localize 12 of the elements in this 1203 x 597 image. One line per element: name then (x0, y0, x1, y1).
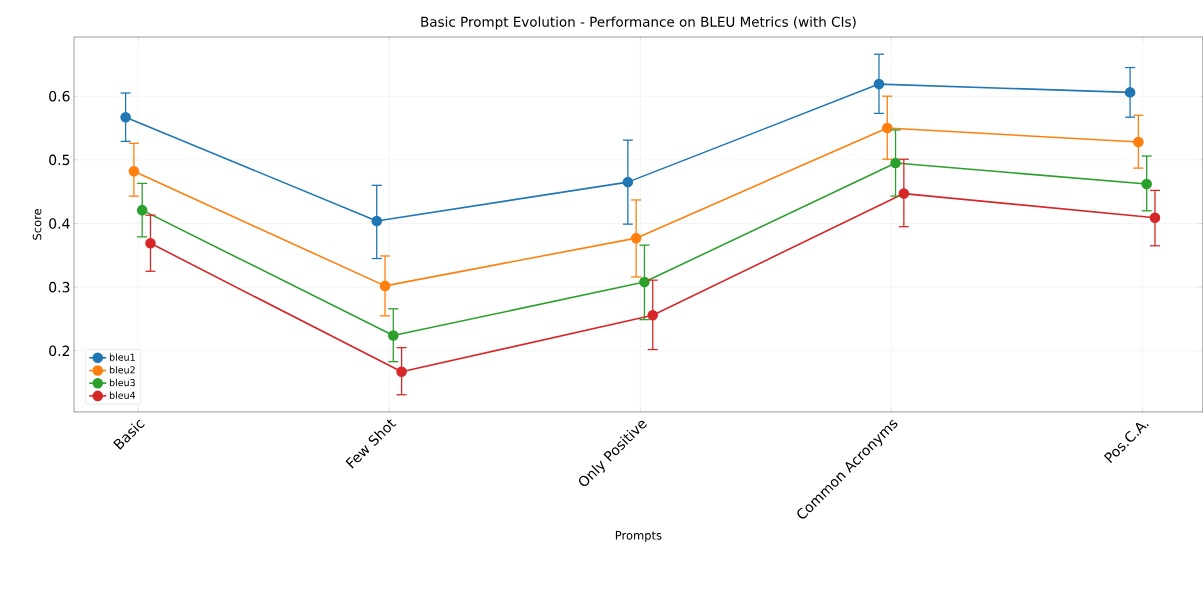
y-tick-label: 0.5 (49, 154, 70, 166)
y-tick-label: 0.2 (49, 345, 70, 357)
chart-title: Basic Prompt Evolution - Performance on BLEU Metrics (with CIs) (421, 16, 856, 30)
legend-label: bleu3 (109, 378, 135, 387)
y-axis-title: Score (32, 209, 42, 240)
legend-label: bleu1 (109, 353, 135, 361)
legend-label: bleu4 (109, 391, 136, 399)
legend-label: bleu2 (109, 366, 135, 374)
y-tick-label: 0.6 (49, 90, 70, 102)
y-tick-label: 0.4 (49, 218, 70, 229)
y-tick-label: 0.3 (49, 281, 70, 293)
x-axis-title: Prompts (615, 531, 662, 542)
